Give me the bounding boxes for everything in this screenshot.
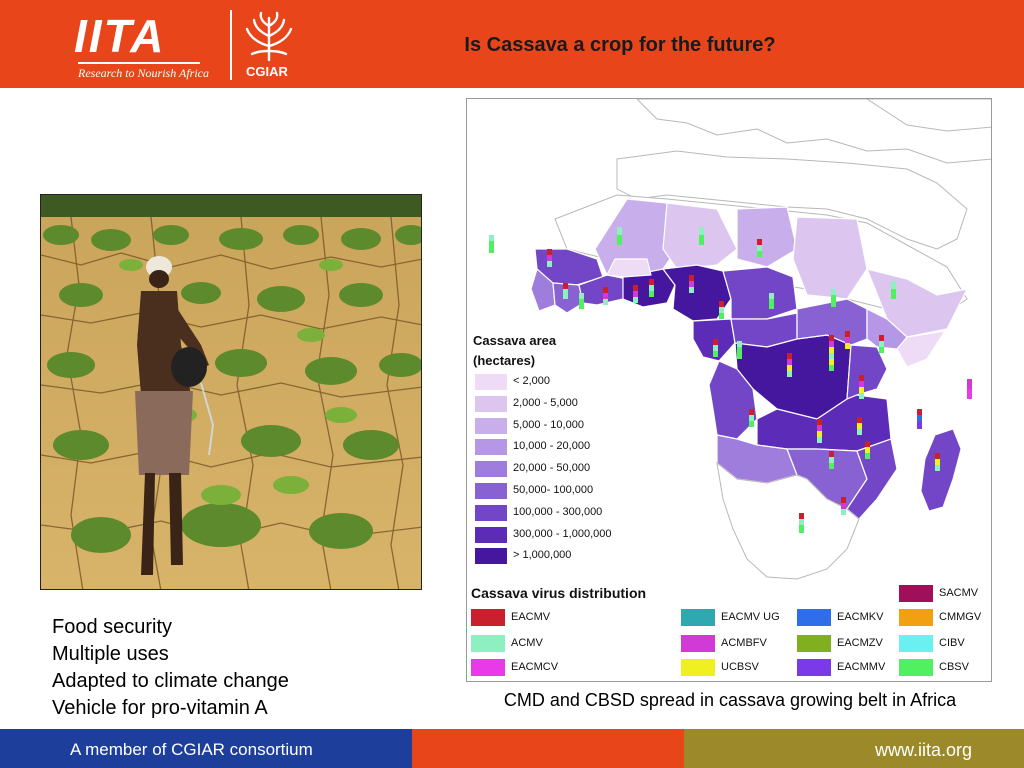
area-legend-row: 10,000 - 20,000 <box>473 436 633 458</box>
iita-logo-underline <box>78 62 200 64</box>
iita-logo[interactable]: IITA Research to Nourish Africa <box>72 12 222 82</box>
bullet-item: Food security <box>52 616 173 638</box>
virus-legend-label: ACMBFV <box>721 637 767 649</box>
virus-legend-swatch <box>797 609 831 626</box>
area-legend-label: 5,000 - 10,000 <box>513 418 584 431</box>
map-caption: CMD and CBSD spread in cassava growing b… <box>503 690 957 710</box>
area-legend-label: 50,000- 100,000 <box>513 483 594 496</box>
farmer-photo <box>40 194 422 590</box>
virus-legend-swatch <box>471 659 505 676</box>
header-bar: IITA Research to Nourish Africa CGIAR Is… <box>0 0 1024 88</box>
bullet-item: Vehicle for pro-vitamin A <box>52 697 268 719</box>
area-legend-swatch <box>475 439 507 456</box>
area-legend-swatch <box>475 395 507 412</box>
cassava-map-panel: Cassava area (hectares) < 2,000 2,000 - 5… <box>466 98 992 682</box>
area-legend-swatch <box>475 417 507 434</box>
area-legend-title: Cassava area <box>473 333 557 348</box>
area-legend-row: 50,000- 100,000 <box>473 480 633 502</box>
footer-bar: A member of CGIAR consortium www.iita.or… <box>0 729 1024 768</box>
farmer-watering-cassava-photo-icon <box>41 195 421 589</box>
iita-wordmark: IITA <box>74 10 166 62</box>
virus-legend-swatch <box>681 635 715 652</box>
area-legend-row: 5,000 - 10,000 <box>473 415 633 437</box>
bullet-item: Adapted to climate change <box>52 670 289 692</box>
area-legend-row: 100,000 - 300,000 <box>473 502 633 524</box>
virus-legend-swatch <box>681 659 715 676</box>
area-legend-label: 100,000 - 300,000 <box>513 505 603 518</box>
virus-legend-swatch <box>471 635 505 652</box>
virus-legend-swatch <box>681 609 715 626</box>
area-legend-label: 20,000 - 50,000 <box>513 462 591 475</box>
bullet-list: Food security Multiple uses Adapted to c… <box>52 614 289 722</box>
bullet-item: Multiple uses <box>52 643 169 665</box>
area-legend-swatch <box>475 548 507 565</box>
virus-legend-title: Cassava virus distribution <box>471 585 647 601</box>
virus-legend-swatch <box>899 609 933 626</box>
area-legend-row: 300,000 - 1,000,000 <box>473 524 633 546</box>
cgiar-wordmark: CGIAR <box>246 64 288 79</box>
virus-legend-label: CBSV <box>939 661 969 673</box>
area-legend-label: 10,000 - 20,000 <box>513 440 591 453</box>
virus-legend-label: EACMZV <box>837 637 883 649</box>
virus-legend-label: UCBSV <box>721 661 759 673</box>
virus-legend-label: EACMKV <box>837 611 884 623</box>
cgiar-member-text: A member of CGIAR consortium <box>70 740 313 759</box>
slide-title: Is Cassava a crop for the future? <box>464 34 776 56</box>
virus-legend-swatch <box>899 585 933 602</box>
area-legend-swatch <box>475 461 507 478</box>
area-legend-swatch <box>475 374 507 390</box>
area-legend-row: < 2,000 <box>473 371 633 393</box>
virus-legend-label: EACMV UG <box>721 611 780 623</box>
virus-legend-label: ACMV <box>511 637 543 649</box>
area-legend-label: < 2,000 <box>513 375 551 387</box>
virus-legend-swatch <box>899 659 933 676</box>
virus-legend-label: CMMGV <box>939 611 982 623</box>
virus-legend-label: EACMCV <box>511 661 559 673</box>
virus-legend-swatch <box>899 635 933 652</box>
website-link[interactable]: www.iita.org <box>874 740 972 760</box>
virus-legend-label: CIBV <box>939 637 965 649</box>
footer-olive-segment <box>684 729 1024 768</box>
area-legend-label: 2,000 - 5,000 <box>513 396 578 409</box>
cgiar-wheat-icon <box>245 11 293 62</box>
virus-legend-swatch <box>797 635 831 652</box>
area-legend-row: 20,000 - 50,000 <box>473 458 633 480</box>
area-legend-swatch <box>475 482 507 499</box>
cgiar-logo[interactable]: CGIAR <box>240 10 300 82</box>
virus-legend-swatch <box>797 659 831 676</box>
footer-orange-segment <box>412 729 684 768</box>
area-legend-swatch <box>475 504 507 521</box>
virus-marker-bars <box>489 227 972 533</box>
area-legend-row: > 1,000,000 <box>473 545 633 567</box>
footer-blue-segment <box>0 729 412 768</box>
area-legend-unit: (hectares) <box>473 353 536 368</box>
area-legend-label: > 1,000,000 <box>513 549 572 562</box>
area-legend-swatch <box>475 526 507 543</box>
virus-legend-label: EACMV <box>511 611 551 623</box>
virus-legend-label: EACMMV <box>837 661 886 673</box>
area-legend-label: 300,000 - 1,000,000 <box>513 527 612 540</box>
virus-legend-label: SACMV <box>939 587 979 599</box>
area-legend-row: 2,000 - 5,000 <box>473 393 633 415</box>
logo-divider <box>230 10 232 80</box>
cassava-area-legend: Cassava area (hectares) < 2,000 2,000 - 5… <box>473 331 633 567</box>
iita-tagline: Research to Nourish Africa <box>78 66 209 80</box>
africa-map <box>467 99 991 681</box>
virus-legend-swatch <box>471 609 505 626</box>
